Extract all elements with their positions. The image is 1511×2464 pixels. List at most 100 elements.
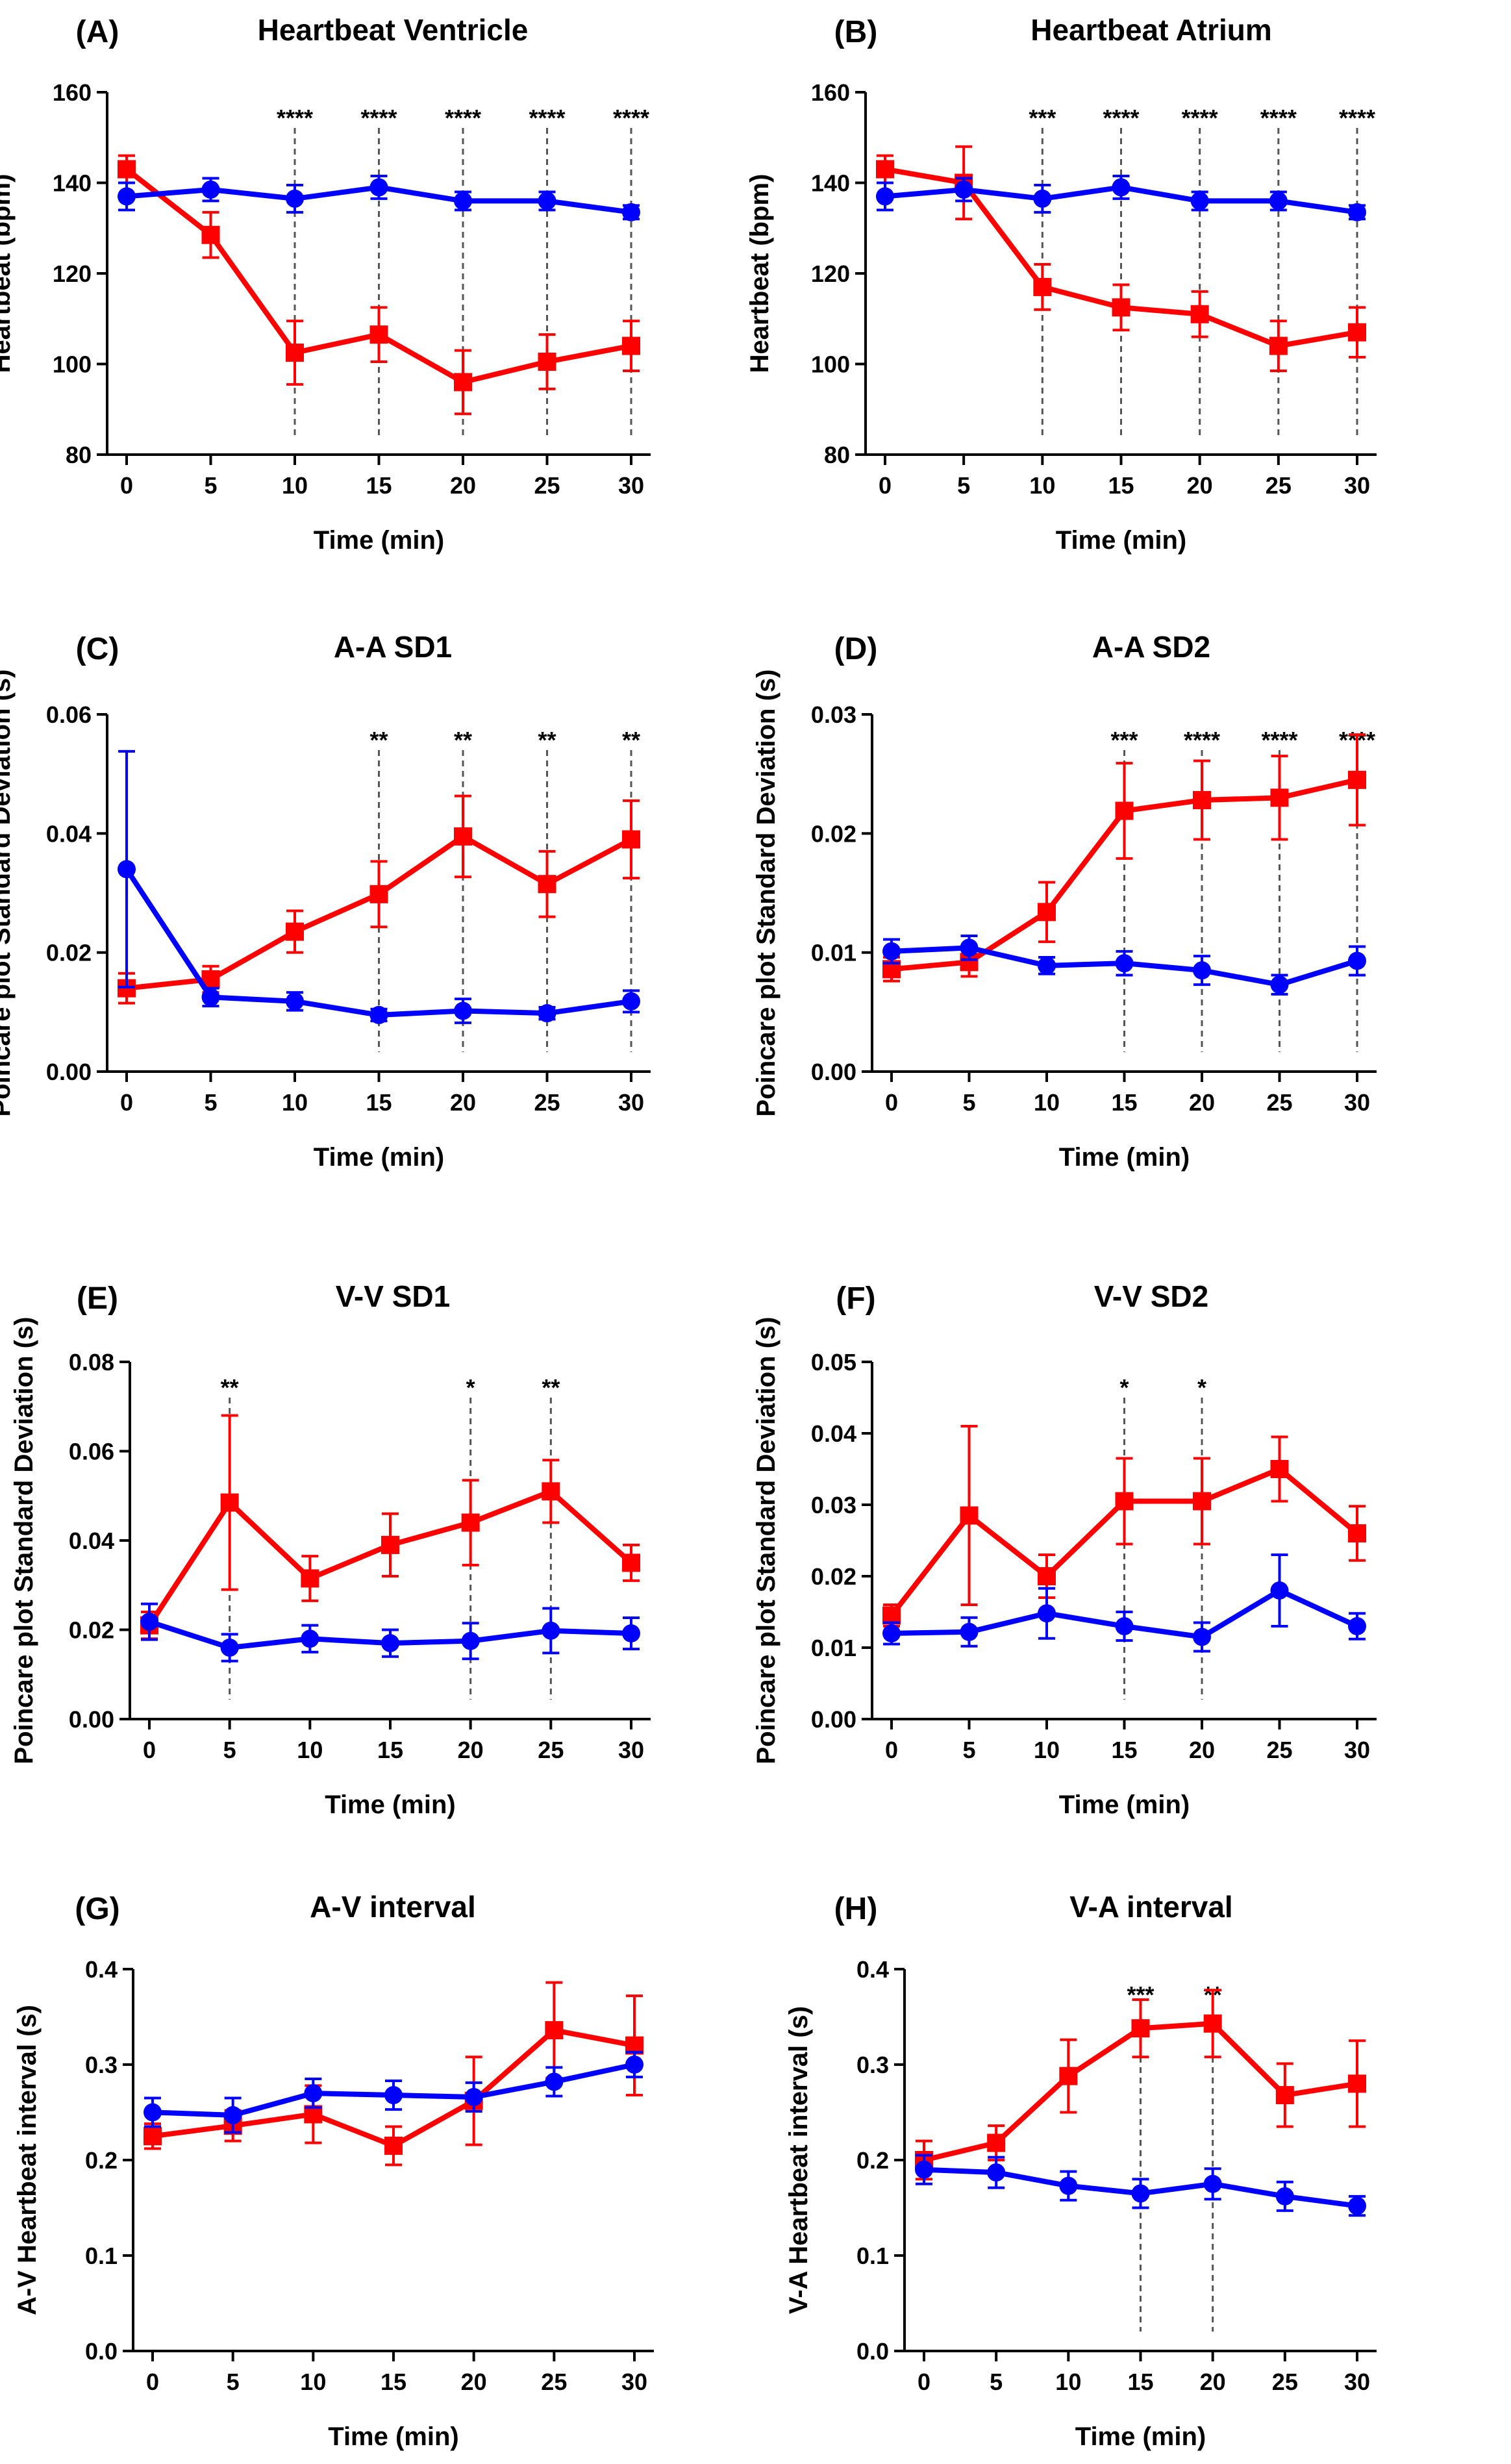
significance-label: *** <box>1110 727 1138 753</box>
chart-title: V-A interval <box>1069 1890 1232 1924</box>
data-point-red <box>538 875 556 894</box>
x-tick-label: 15 <box>1111 1089 1137 1116</box>
y-axis-label: Poincare plot Standard Deviation (s) <box>752 1316 780 1764</box>
data-point-blue <box>1038 956 1056 975</box>
x-tick-label: 25 <box>538 1737 564 1763</box>
x-tick-label: 25 <box>534 472 560 499</box>
significance-label: **** <box>1261 727 1297 753</box>
data-point-red <box>1193 1492 1211 1511</box>
series-red <box>882 733 1366 983</box>
x-axis-label: Time (min) <box>1075 2422 1206 2451</box>
data-point-red <box>1038 903 1056 922</box>
significance-label: ** <box>538 727 556 753</box>
data-point-blue <box>220 1639 239 1657</box>
data-point-blue <box>461 1631 480 1650</box>
y-tick-label: 120 <box>53 260 92 287</box>
x-tick-label: 10 <box>297 1737 323 1763</box>
data-point-red <box>286 344 304 362</box>
data-point-blue <box>369 1005 388 1024</box>
data-point-red <box>118 160 136 179</box>
panel-g: (G) A-V interval 0.0 0.1 0.2 0.3 0.4 0 5 10 15 20 25… <box>13 1890 654 2451</box>
chart-title: A-A SD2 <box>1092 630 1210 664</box>
data-point-blue <box>876 187 894 206</box>
data-point-blue <box>144 2103 162 2122</box>
panel-c: (C) A-A SD1 0.00 0.02 0.04 0.06 0 5 10 15 20 25 30 Ti… <box>0 630 651 1172</box>
x-tick-label: 10 <box>1055 2369 1081 2395</box>
significance-label: **** <box>277 105 313 131</box>
data-point-red <box>1203 2014 1222 2033</box>
panel-label: (B) <box>834 15 878 49</box>
data-point-blue <box>464 2087 483 2106</box>
data-point-blue <box>1112 178 1130 197</box>
x-tick-label: 5 <box>204 472 217 499</box>
panel-h: (H) V-A interval 0.0 0.1 0.2 0.3 0.4 0 5 10 15 20 25… <box>784 1890 1377 2451</box>
series-blue <box>882 935 1366 996</box>
data-point-red <box>1190 305 1209 323</box>
data-point-blue <box>1033 189 1052 208</box>
significance-label: **** <box>1339 105 1375 131</box>
x-axis-label: Time (min) <box>1056 526 1187 555</box>
series-red <box>118 154 640 416</box>
y-tick-label: 80 <box>824 442 850 468</box>
panel-a: (A) Heartbeat Ventricle 80 100 120 140 160 0 5 10… <box>0 13 651 555</box>
x-tick-label: 5 <box>204 1089 217 1116</box>
data-point-red <box>369 325 388 344</box>
data-point-blue <box>201 180 220 199</box>
panel-label: (E) <box>77 1281 118 1316</box>
series-blue <box>915 2154 1366 2217</box>
series-blue <box>140 1602 640 1663</box>
data-point-blue <box>454 1001 472 1020</box>
y-tick-label: 0.3 <box>856 2052 889 2078</box>
x-tick-label: 15 <box>381 2369 406 2395</box>
y-tick-label: 0.4 <box>85 1956 118 1983</box>
data-point-blue <box>1348 951 1366 970</box>
x-tick-label: 0 <box>120 1089 133 1116</box>
data-point-red <box>381 1535 399 1554</box>
data-point-blue <box>882 1624 901 1642</box>
x-tick-label: 30 <box>618 472 644 499</box>
x-tick-label: 20 <box>450 1089 476 1116</box>
data-point-blue <box>538 1004 556 1023</box>
series-red <box>140 1414 640 1641</box>
x-tick-label: 5 <box>990 2369 1003 2395</box>
data-point-blue <box>286 992 304 1011</box>
data-point-red <box>384 2136 403 2155</box>
data-point-blue <box>1193 961 1211 980</box>
x-tick-label: 15 <box>1127 2369 1153 2395</box>
x-axis-label: Time (min) <box>1059 1791 1190 1819</box>
data-point-red <box>538 353 556 371</box>
x-tick-label: 25 <box>1266 472 1292 499</box>
data-point-blue <box>622 992 640 1011</box>
chart-title: A-A SD1 <box>334 630 452 664</box>
x-tick-label: 0 <box>120 472 133 499</box>
x-axis-label: Time (min) <box>325 1791 456 1819</box>
series-red <box>915 1989 1366 2181</box>
x-axis-label: Time (min) <box>314 1143 445 1172</box>
panel-label: (A) <box>76 15 119 49</box>
y-tick-label: 0.03 <box>811 701 856 728</box>
data-point-blue <box>201 988 220 1007</box>
data-point-red <box>286 922 304 941</box>
series-blue <box>144 2050 643 2134</box>
y-axis-label: Heartbeat (bpm) <box>745 174 774 373</box>
data-point-red <box>1269 336 1288 355</box>
data-point-red <box>201 225 220 244</box>
significance-label: **** <box>1182 105 1218 131</box>
data-point-red <box>1059 2067 1078 2085</box>
y-tick-label: 0.1 <box>85 2243 118 2269</box>
data-point-blue <box>622 203 640 221</box>
data-point-blue <box>1270 1581 1289 1600</box>
data-point-red <box>301 1569 319 1588</box>
data-point-blue <box>1269 192 1288 210</box>
x-tick-label: 0 <box>879 472 892 499</box>
y-tick-label: 120 <box>811 260 850 287</box>
y-tick-label: 0.01 <box>811 1635 856 1661</box>
panel-d: (D) A-A SD2 0.00 0.01 0.02 0.03 0 5 10 15 20 25 30 Ti… <box>752 630 1377 1172</box>
y-tick-label: 0.04 <box>811 1420 856 1447</box>
significance-label: * <box>1119 1374 1129 1401</box>
chart-title: Heartbeat Atrium <box>1030 13 1271 47</box>
data-point-red <box>1193 791 1211 809</box>
data-point-blue <box>454 192 472 210</box>
data-point-blue <box>1203 2174 1222 2193</box>
data-point-blue <box>960 1622 979 1641</box>
